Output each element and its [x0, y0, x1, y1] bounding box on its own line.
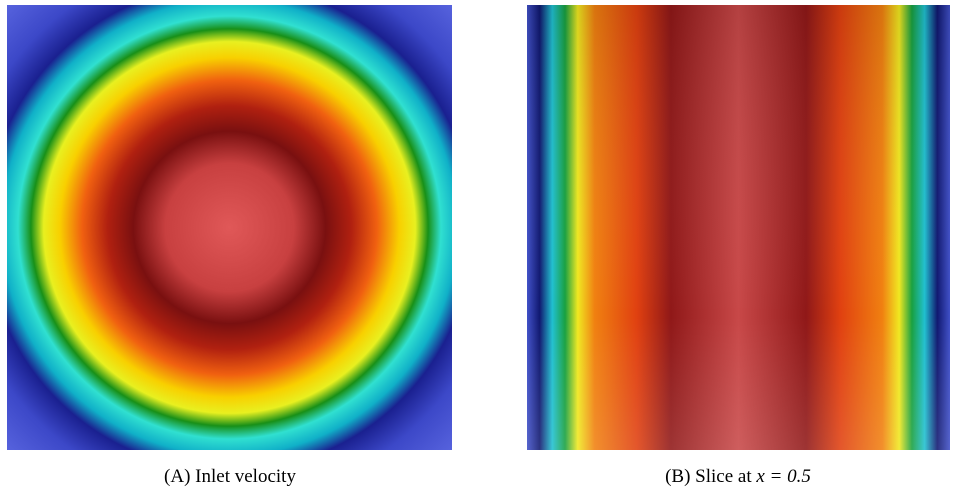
caption-math: x = 0.5 [756, 466, 811, 487]
inlet-velocity-image [7, 5, 452, 450]
caption-label: (A) [164, 466, 191, 487]
caption-text: Inlet velocity [195, 466, 296, 487]
caption-b: (B) Slice at x = 0.5 [520, 466, 956, 488]
caption-text: Slice at [695, 466, 752, 487]
caption-label: (B) [665, 466, 691, 487]
figure-panels [7, 5, 950, 450]
slice-shading [527, 5, 950, 450]
caption-a: (A) Inlet velocity [0, 466, 460, 488]
